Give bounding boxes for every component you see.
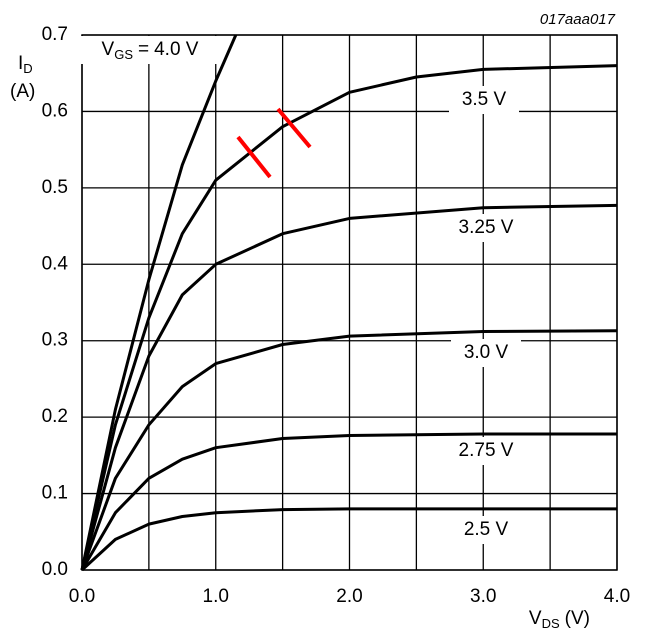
curve-label: 3.0 V bbox=[464, 342, 509, 363]
y-tick-label: 0.5 bbox=[42, 177, 68, 198]
x-axis-symbol: V bbox=[529, 608, 542, 629]
y-tick-label: 0.6 bbox=[42, 100, 68, 121]
annotation-mark bbox=[236, 135, 272, 179]
curve-label: 2.75 V bbox=[459, 440, 514, 461]
curve-label: 2.5 V bbox=[464, 519, 509, 540]
figure-code: 017aaa017 bbox=[540, 11, 616, 28]
x-axis-unit: (V) bbox=[565, 608, 590, 629]
x-tick-label: 2.0 bbox=[336, 586, 362, 607]
curve bbox=[80, 34, 238, 571]
gate-subscript: GS bbox=[114, 47, 133, 62]
y-axis-symbol: I bbox=[18, 53, 23, 74]
y-axis-subscript: D bbox=[23, 61, 32, 76]
x-tick-label: 0.0 bbox=[69, 586, 95, 607]
y-tick-label: 0.4 bbox=[42, 253, 69, 274]
curve-label: 3.5 V bbox=[462, 89, 507, 110]
series-name: 2.5 V bbox=[464, 519, 509, 540]
label-box bbox=[451, 339, 521, 367]
series-name: 3.5 V bbox=[462, 89, 507, 110]
label-box bbox=[451, 437, 521, 465]
series-name: 2.75 V bbox=[459, 440, 514, 461]
curve-label: 3.25 V bbox=[459, 217, 514, 238]
y-tick-label: 0.2 bbox=[42, 406, 68, 427]
plot-frame bbox=[81, 34, 618, 571]
label-box bbox=[451, 516, 521, 544]
gate-symbol: V bbox=[102, 39, 115, 60]
series-name: 3.25 V bbox=[459, 217, 514, 238]
y-tick-label: 0.7 bbox=[42, 24, 68, 45]
curve-label: VGS = 4.0 V bbox=[102, 39, 199, 62]
y-tick-label: 0.3 bbox=[42, 330, 68, 351]
label-box bbox=[80, 36, 220, 64]
y-tick-label: 0.1 bbox=[42, 483, 68, 504]
series-name: 3.0 V bbox=[464, 342, 509, 363]
curve bbox=[80, 203, 618, 571]
label-box bbox=[449, 86, 519, 114]
y-tick-label: 0.0 bbox=[42, 559, 68, 580]
label-box bbox=[451, 214, 521, 242]
y-axis-label: ID bbox=[18, 53, 33, 76]
x-axis-subscript: DS bbox=[542, 616, 560, 631]
y-axis-unit: (A) bbox=[10, 81, 35, 102]
curve bbox=[80, 432, 617, 571]
curve bbox=[80, 329, 618, 571]
annotation-mark bbox=[276, 107, 312, 149]
x-tick-label: 1.0 bbox=[203, 586, 229, 607]
curve bbox=[80, 507, 617, 572]
x-axis-label: VDS (V) bbox=[529, 608, 590, 631]
x-tick-label: 3.0 bbox=[470, 586, 496, 607]
x-tick-label: 4.0 bbox=[604, 586, 630, 607]
series-name: 4.0 V bbox=[154, 39, 199, 60]
gate-equals: = bbox=[138, 39, 149, 60]
